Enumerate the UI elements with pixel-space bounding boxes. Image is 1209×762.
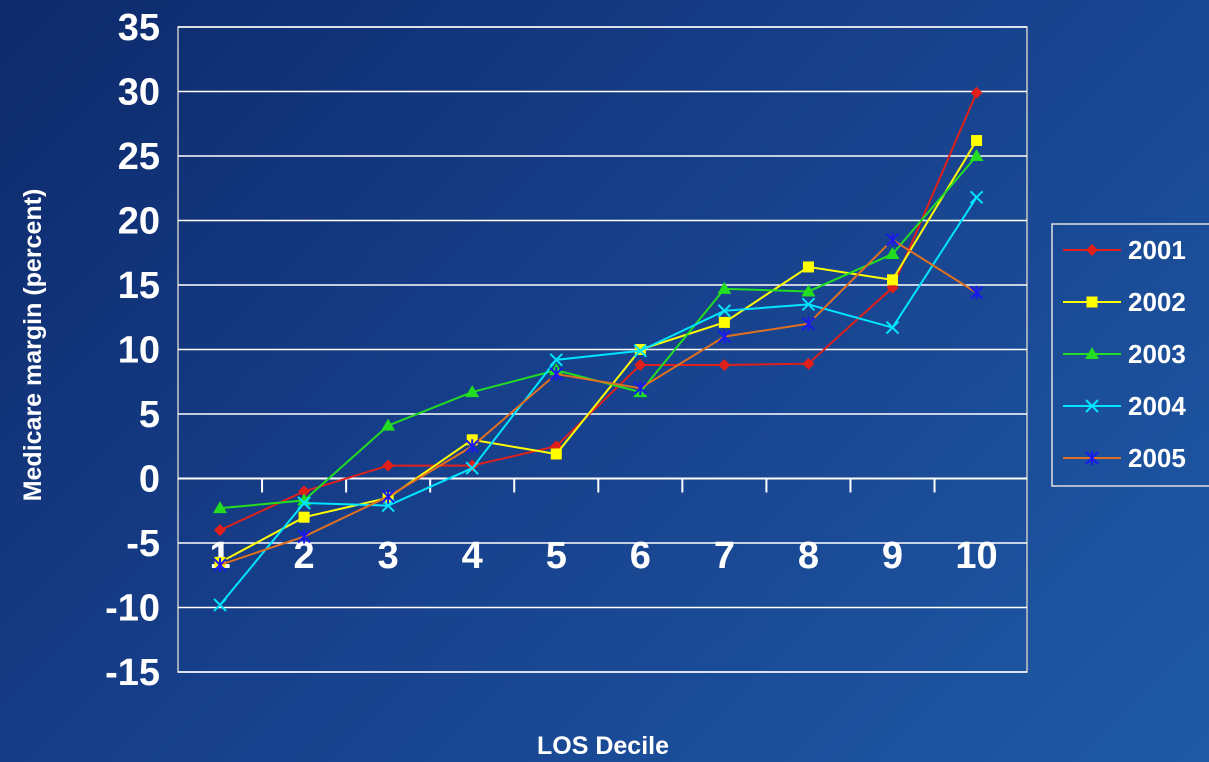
- data-point-2004: [969, 190, 984, 204]
- y-axis-title: Medicare margin (percent): [19, 189, 47, 502]
- data-point-2005: [549, 367, 563, 382]
- data-point-2005: [297, 529, 311, 544]
- x-tick-labels: 1 2 3 4 5 6 7 8 9 10: [209, 535, 997, 577]
- data-point-2004: [465, 461, 479, 475]
- y-tick-label: -5: [126, 523, 160, 565]
- data-point-2002: [971, 135, 983, 147]
- legend-label: 2004: [1128, 391, 1186, 421]
- data-point-2005: [801, 316, 816, 331]
- legend-marker: [1085, 399, 1099, 413]
- legend-marker: [1085, 451, 1099, 465]
- legend-item-2004: 2004: [1063, 391, 1186, 421]
- x-tick-label: 3: [378, 535, 399, 577]
- legend-item-2005: 2005: [1063, 443, 1186, 473]
- data-point-2005: [969, 285, 984, 300]
- legend-label: 2002: [1128, 287, 1186, 317]
- data-point-2002: [550, 448, 562, 460]
- legend: 2001 2002 2003 2004 2005: [1051, 223, 1209, 487]
- data-point-2004: [213, 598, 227, 612]
- data-point-2004: [297, 496, 311, 510]
- x-tick-label: 6: [630, 535, 651, 577]
- data-point-2005: [381, 489, 395, 504]
- x-tick-label: 9: [882, 535, 903, 577]
- series-2003: [213, 149, 984, 514]
- x-tick-label: 8: [798, 535, 819, 577]
- data-point-2001: [718, 358, 731, 371]
- data-point-2004: [633, 344, 648, 358]
- data-point-2005: [717, 329, 732, 344]
- data-point-2004: [717, 304, 732, 318]
- data-point-2002: [718, 316, 730, 328]
- y-tick-label: 15: [118, 265, 160, 307]
- y-tick-label: 5: [139, 394, 160, 436]
- series-line-2005: [219, 238, 978, 566]
- data-point-2002: [887, 274, 899, 286]
- series-line-2001: [219, 92, 978, 532]
- legend-item-2002: 2002: [1063, 287, 1186, 317]
- legend-item-2003: 2003: [1063, 339, 1186, 369]
- legend-label: 2001: [1128, 235, 1186, 265]
- data-point-2003: [465, 385, 480, 398]
- x-tick-label: 4: [462, 535, 483, 577]
- data-point-2003: [801, 284, 816, 297]
- series-2005: [213, 232, 984, 572]
- series-lines: [213, 86, 984, 612]
- series-line-2003: [219, 155, 978, 510]
- data-point-2001: [634, 358, 647, 371]
- data-point-2001: [970, 86, 983, 99]
- data-point-2001: [298, 485, 311, 498]
- legend-marker: [1086, 244, 1098, 256]
- x-tick-label: 7: [714, 535, 735, 577]
- legend-label: 2003: [1128, 339, 1186, 369]
- data-point-2001: [382, 459, 395, 472]
- data-point-2003: [381, 418, 396, 431]
- y-tick-label: 20: [118, 201, 160, 243]
- series-line-2002: [219, 140, 978, 564]
- data-point-2001: [802, 357, 815, 370]
- series-line-2004: [219, 196, 978, 606]
- data-point-2005: [885, 232, 900, 247]
- x-tick-label: 10: [955, 535, 997, 577]
- data-point-2001: [214, 524, 227, 537]
- x-tick-label: 5: [546, 535, 567, 577]
- legend-item-2001: 2001: [1063, 235, 1186, 265]
- y-tick-labels: -15 -10 -5 0 5 10 15 20 25 30 35: [105, 7, 160, 694]
- x-axis-title: LOS Decile: [537, 732, 669, 760]
- legend-marker: [1086, 296, 1098, 308]
- series-2004: [213, 190, 984, 612]
- y-tick-label: 25: [118, 136, 160, 178]
- legend-box: [1051, 223, 1209, 487]
- data-point-2005: [465, 439, 479, 454]
- y-tick-label: 10: [118, 330, 160, 372]
- y-tick-label: 35: [118, 7, 160, 49]
- legend-label: 2005: [1128, 443, 1186, 473]
- x-tick-label: 2: [294, 535, 315, 577]
- data-point-2003: [885, 247, 900, 260]
- x-axis: [178, 477, 1027, 493]
- y-tick-label: 0: [139, 459, 160, 501]
- data-point-2002: [298, 511, 310, 523]
- data-point-2004: [885, 320, 900, 335]
- series-2001: [214, 86, 983, 537]
- data-point-2005: [633, 381, 648, 396]
- data-point-2003: [213, 501, 228, 514]
- data-point-2005: [213, 557, 227, 572]
- legend-marker: [1085, 347, 1099, 359]
- data-point-2003: [969, 149, 984, 161]
- data-point-2004: [801, 297, 816, 312]
- data-point-2004: [549, 353, 563, 367]
- y-tick-label: -15: [105, 652, 160, 694]
- y-tick-label: 30: [118, 72, 160, 114]
- data-point-2003: [717, 281, 732, 294]
- data-point-2002: [802, 261, 814, 273]
- y-tick-label: -10: [105, 588, 160, 630]
